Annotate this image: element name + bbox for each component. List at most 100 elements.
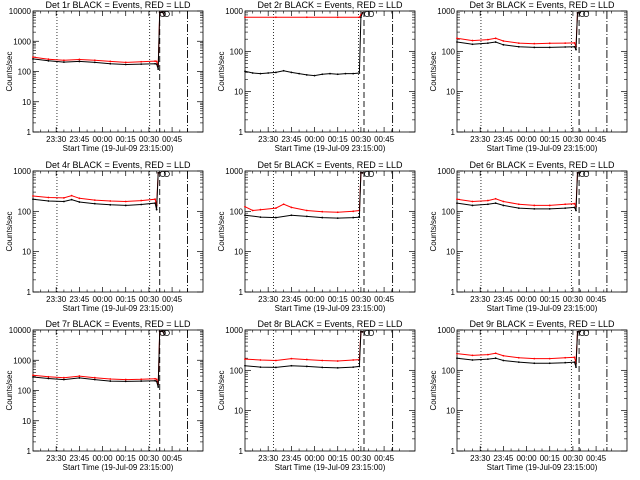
x-tick-label: 00:30 [563,454,584,463]
data-point-events [487,42,489,45]
x-tick-label: 00:45 [374,135,395,144]
data-point-lld [244,16,246,19]
data-point-lld [573,41,576,44]
data-point-events [124,380,127,383]
x-tick-label: 00:15 [328,135,349,144]
y-tick-label: 1 [451,288,456,297]
y-tick-label: 10 [234,88,243,97]
data-point-events [275,71,277,74]
x-tick-label: 23:30 [258,454,279,463]
x-axis-label: Start Time (19-Jul-09 23:15:00) [487,463,598,472]
data-point-lld [471,200,474,203]
event-marker-circle [159,11,166,17]
data-point-events [471,43,474,46]
data-point-lld [32,56,34,58]
x-tick-label: 23:45 [281,135,302,144]
data-point-events [360,330,362,333]
data-point-lld [155,60,158,63]
x-tick-label: 00:00 [305,454,326,463]
data-point-lld [124,200,127,203]
y-tick-label: 100 [18,387,32,396]
x-tick-label: 23:45 [281,295,302,304]
y-tick-label: 100 [442,366,456,375]
y-tick-label: 100 [442,207,456,216]
data-point-lld [275,207,277,210]
event-marker-circle [583,171,590,177]
y-tick-label: 10000 [9,7,32,16]
data-point-events [161,330,164,333]
event-marker-circle [579,330,586,336]
data-point-events [344,72,347,75]
data-point-events [471,204,474,207]
x-tick-label: 00:15 [540,295,561,304]
y-tick-label: 1000 [225,167,243,176]
x-tick-label: 23:30 [46,295,67,304]
data-point-events [360,16,362,19]
data-point-events [575,209,577,212]
data-point-events [305,215,308,218]
x-tick-label: 00:15 [328,454,349,463]
data-point-events [259,72,262,75]
data-point-events [564,361,567,364]
data-point-events [298,72,300,75]
series-line-lld [456,172,580,209]
data-point-lld [259,208,262,211]
data-point-events [352,216,355,219]
chart-panel-1: Det 1r BLACK = Events, RED = LLD 1 10 100 10… [5,0,204,153]
data-point-events [329,72,331,75]
series-line-lld [32,330,165,385]
data-point-lld [564,356,567,359]
chart-panel-7: Det 7r BLACK = Events, RED = LLD 1 10 100 10… [5,319,204,472]
data-point-events [456,41,458,43]
data-point-events [487,203,489,206]
data-point-events [154,379,156,382]
y-axis-label: Counts/sec [429,370,438,410]
x-tick-label: 00:45 [162,295,183,304]
data-point-lld [494,197,497,200]
data-point-events [336,73,339,76]
y-tick-label: 1 [239,288,244,297]
y-tick-label: 10 [22,248,31,257]
data-point-events [78,60,81,63]
x-tick-label: 00:45 [374,454,395,463]
data-point-lld [548,42,551,45]
y-tick-label: 10 [234,248,243,257]
plot-frame [456,170,628,293]
data-point-events [456,202,458,205]
data-point-lld [154,198,156,201]
y-tick-label: 10 [446,88,455,97]
data-point-events [47,377,50,380]
data-point-events [548,362,551,365]
data-point-events [487,358,489,360]
data-point-lld [140,199,143,202]
data-point-lld [564,42,567,45]
data-point-lld [109,60,112,63]
data-point-lld [109,378,112,380]
x-tick-label: 00:00 [517,295,538,304]
data-point-lld [533,204,536,207]
data-point-events [358,72,361,74]
data-point-lld [275,16,277,19]
data-point-lld [93,376,96,379]
data-point-lld [155,378,158,381]
event-marker-circle [163,171,170,177]
data-point-lld [502,40,505,42]
data-point-lld [63,59,65,62]
data-point-lld [290,206,293,209]
y-axis-label: Counts/sec [429,51,438,91]
x-tick-label: 23:30 [46,454,67,463]
x-tick-label: 00:15 [116,135,137,144]
data-point-events [267,72,270,74]
data-point-lld [487,38,489,41]
data-point-lld [358,16,361,19]
x-axis-label: Start Time (19-Jul-09 23:15:00) [63,304,174,313]
x-tick-label: 23:30 [258,135,279,144]
data-point-lld [32,195,34,197]
data-point-lld [140,60,143,63]
data-point-events [575,48,577,51]
data-point-events [47,200,50,202]
data-point-events [109,62,112,65]
data-point-lld [70,194,73,197]
data-point-events [471,359,474,361]
